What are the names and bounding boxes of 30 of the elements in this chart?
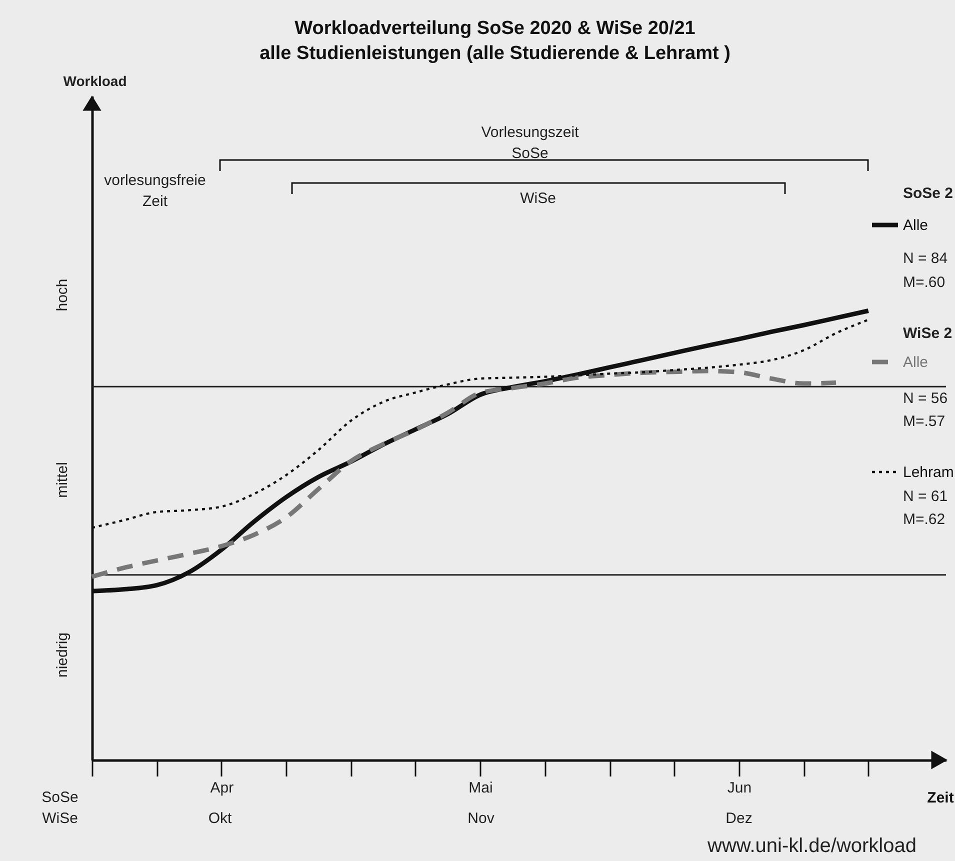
text: Nov [468, 810, 495, 827]
text: WiSe 2 [903, 325, 952, 342]
text: hoch [54, 278, 71, 312]
text: M=.60 [903, 274, 946, 291]
legend-label: Lehram [903, 464, 954, 481]
x-tick-label: Apr [210, 780, 234, 796]
x-tick-label: Jun [727, 780, 752, 796]
text: www.uni-kl.de/workload [706, 835, 916, 857]
text: mittel [54, 462, 71, 498]
text: SoSe 2 [903, 185, 954, 202]
text: Vorlesungszeit SoSe [481, 124, 580, 162]
text: WiSe [520, 190, 556, 207]
x-tick-label: Mai [468, 780, 493, 796]
legend-label: Alle [903, 217, 928, 234]
text: SoSe [42, 789, 78, 806]
text: WiSe [42, 810, 78, 827]
text: niedrig [54, 632, 71, 678]
text: Okt [208, 810, 232, 827]
text: Dez [726, 810, 752, 827]
text: N = 61 [903, 488, 948, 505]
text: M=.57 [903, 413, 946, 430]
chart-title: Workloadverteilung SoSe 2020 & WiSe 20/21 [294, 18, 696, 39]
legend-label: Alle [903, 354, 928, 371]
text: N = 84 [903, 250, 948, 267]
x-axis-title: Zeit [927, 790, 954, 806]
text: N = 56 [903, 390, 948, 407]
text: M=.62 [903, 511, 946, 528]
chart-subtitle: alle Studienleistungen (alle Studierende & Lehramt ) [260, 43, 730, 64]
text: Workload [63, 73, 127, 89]
text: vorlesungsfreie Zeit [104, 172, 206, 210]
